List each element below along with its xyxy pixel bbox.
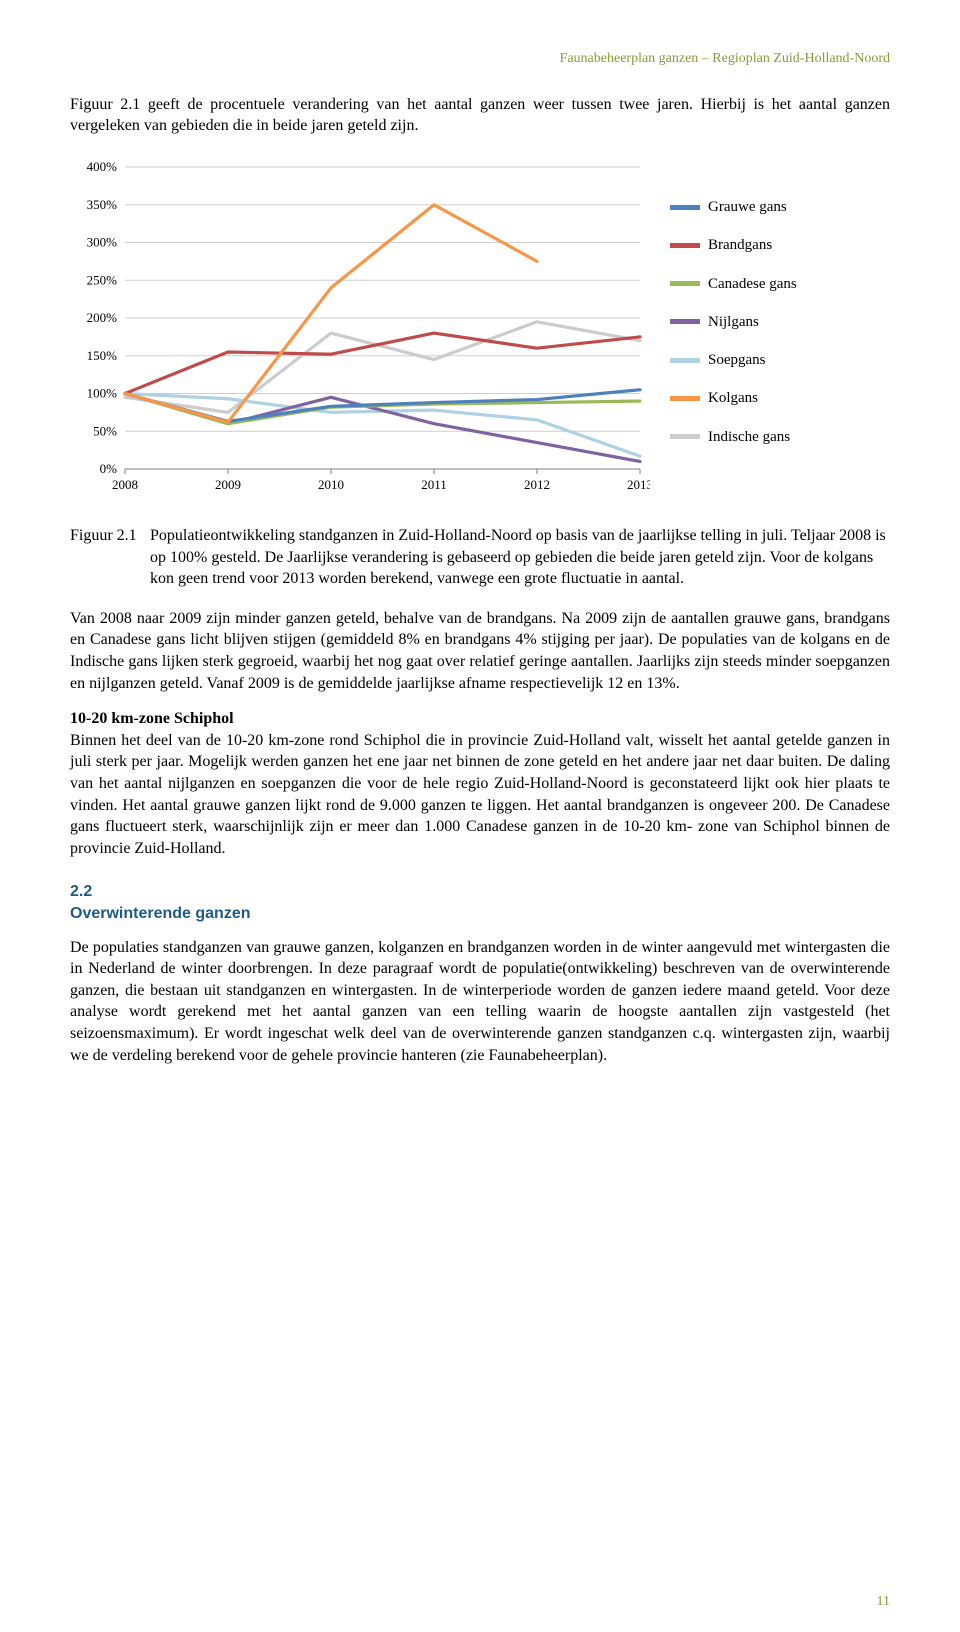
legend-label: Canadese gans bbox=[708, 274, 797, 294]
legend-swatch bbox=[670, 396, 700, 401]
svg-text:250%: 250% bbox=[87, 272, 118, 287]
paragraph-2: Van 2008 naar 2009 zijn minder ganzen ge… bbox=[70, 608, 890, 694]
legend-swatch bbox=[670, 205, 700, 210]
legend-swatch bbox=[670, 281, 700, 286]
svg-text:2008: 2008 bbox=[112, 477, 138, 492]
figure-label: Figuur 2.1 bbox=[70, 525, 150, 590]
svg-text:2010: 2010 bbox=[318, 477, 344, 492]
svg-text:300%: 300% bbox=[87, 235, 118, 250]
legend-item: Indische gans bbox=[670, 427, 797, 447]
paragraph-3: De populaties standganzen van grauwe gan… bbox=[70, 937, 890, 1067]
section-number: 2.2 bbox=[70, 881, 890, 903]
svg-text:2013: 2013 bbox=[627, 477, 650, 492]
legend-item: Kolgans bbox=[670, 388, 797, 408]
svg-text:150%: 150% bbox=[87, 348, 118, 363]
legend-label: Kolgans bbox=[708, 388, 758, 408]
legend-label: Brandgans bbox=[708, 235, 772, 255]
legend-label: Grauwe gans bbox=[708, 197, 787, 217]
legend-swatch bbox=[670, 243, 700, 248]
legend-item: Brandgans bbox=[670, 235, 797, 255]
legend-item: Soepgans bbox=[670, 350, 797, 370]
intro-paragraph: Figuur 2.1 geeft de procentuele verander… bbox=[70, 94, 890, 137]
section-heading: 2.2 Overwinterende ganzen bbox=[70, 881, 890, 924]
legend-label: Nijlgans bbox=[708, 312, 759, 332]
section-title: Overwinterende ganzen bbox=[70, 905, 251, 922]
legend-label: Soepgans bbox=[708, 350, 766, 370]
subsection-title: 10-20 km-zone Schiphol bbox=[70, 708, 890, 730]
chart-legend: Grauwe gans Brandgans Canadese gans Nijlgan… bbox=[650, 157, 797, 497]
legend-swatch bbox=[670, 434, 700, 439]
svg-text:350%: 350% bbox=[87, 197, 118, 212]
figure-caption: Figuur 2.1 Populatieontwikkeling standga… bbox=[70, 525, 890, 590]
svg-text:100%: 100% bbox=[87, 386, 118, 401]
legend-item: Nijlgans bbox=[670, 312, 797, 332]
legend-label: Indische gans bbox=[708, 427, 790, 447]
chart-container: 0% 50% 100% 150% 200% 250% 300% 350% 400% 2008 200… bbox=[70, 157, 890, 497]
legend-item: Canadese gans bbox=[670, 274, 797, 294]
svg-text:400%: 400% bbox=[87, 159, 118, 174]
legend-item: Grauwe gans bbox=[670, 197, 797, 217]
figure-caption-text: Populatieontwikkeling standganzen in Zui… bbox=[150, 525, 890, 590]
svg-text:2009: 2009 bbox=[215, 477, 241, 492]
line-chart: 0% 50% 100% 150% 200% 250% 300% 350% 400% 2008 200… bbox=[70, 157, 650, 497]
running-header: Faunabeheerplan ganzen – Regioplan Zuid-… bbox=[70, 50, 890, 69]
svg-text:50%: 50% bbox=[93, 423, 117, 438]
legend-swatch bbox=[670, 319, 700, 324]
subsection-1: 10-20 km-zone Schiphol Binnen het deel v… bbox=[70, 708, 890, 859]
subsection-body: Binnen het deel van de 10-20 km-zone ron… bbox=[70, 730, 890, 860]
legend-swatch bbox=[670, 358, 700, 363]
svg-text:2012: 2012 bbox=[524, 477, 550, 492]
svg-text:200%: 200% bbox=[87, 310, 118, 325]
page-number: 11 bbox=[877, 1593, 890, 1612]
svg-text:0%: 0% bbox=[100, 461, 118, 476]
svg-text:2011: 2011 bbox=[421, 477, 447, 492]
